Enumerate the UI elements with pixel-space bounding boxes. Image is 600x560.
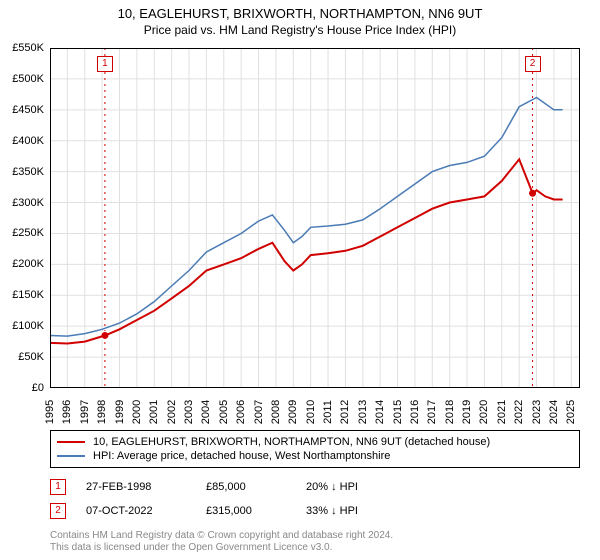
xtick-label: 2003 [183, 400, 195, 424]
event-marker-2: 2 [50, 503, 66, 519]
chart-marker-box-2: 2 [525, 56, 541, 72]
xtick-label: 2000 [131, 400, 143, 424]
ytick-label: £500K [12, 73, 44, 85]
xtick-label: 1999 [114, 400, 126, 424]
xtick-label: 2012 [339, 400, 351, 424]
footer-line-2: This data is licensed under the Open Gov… [50, 542, 580, 554]
event-diff-2: 33% ↓ HPI [306, 505, 358, 517]
xtick-label: 2025 [565, 400, 577, 424]
ytick-label: £250K [12, 227, 44, 239]
xtick-label: 2020 [478, 400, 490, 424]
event-marker-1: 1 [50, 479, 66, 495]
legend-label-hpi: HPI: Average price, detached house, West… [93, 450, 390, 462]
chart-plot-area: £0£50K£100K£150K£200K£250K£300K£350K£400… [50, 48, 580, 388]
footer-line-1: Contains HM Land Registry data © Crown c… [50, 530, 580, 542]
ytick-label: £150K [12, 289, 44, 301]
xtick-label: 2024 [548, 400, 560, 424]
ytick-label: £300K [12, 197, 44, 209]
xtick-label: 2019 [461, 400, 473, 424]
ytick-label: £100K [12, 320, 44, 332]
xtick-label: 2022 [513, 400, 525, 424]
chart-title: 10, EAGLEHURST, BRIXWORTH, NORTHAMPTON, … [0, 6, 600, 21]
chart-container: 10, EAGLEHURST, BRIXWORTH, NORTHAMPTON, … [0, 0, 600, 560]
xtick-label: 1997 [79, 400, 91, 424]
legend-entry-prop: 10, EAGLEHURST, BRIXWORTH, NORTHAMPTON, … [57, 435, 573, 449]
xtick-label: 2009 [287, 400, 299, 424]
ytick-label: £400K [12, 135, 44, 147]
event-row-2: 2 07-OCT-2022 £315,000 33% ↓ HPI [50, 499, 580, 523]
xtick-label: 2014 [374, 400, 386, 424]
event-date-2: 07-OCT-2022 [86, 505, 186, 517]
chart-subtitle: Price paid vs. HM Land Registry's House … [0, 23, 600, 37]
xtick-label: 2008 [270, 400, 282, 424]
chart-footer: Contains HM Land Registry data © Crown c… [50, 530, 580, 554]
ytick-label: £450K [12, 104, 44, 116]
event-price-1: £85,000 [206, 481, 286, 493]
event-price-2: £315,000 [206, 505, 286, 517]
xtick-label: 2010 [305, 400, 317, 424]
xtick-label: 2001 [148, 400, 160, 424]
event-date-1: 27-FEB-1998 [86, 481, 186, 493]
xtick-label: 2002 [166, 400, 178, 424]
chart-titles: 10, EAGLEHURST, BRIXWORTH, NORTHAMPTON, … [0, 0, 600, 37]
xtick-label: 2023 [531, 400, 543, 424]
xtick-label: 2013 [357, 400, 369, 424]
legend-swatch-hpi [57, 455, 85, 457]
xtick-label: 2005 [218, 400, 230, 424]
event-diff-1: 20% ↓ HPI [306, 481, 358, 493]
legend-entry-hpi: HPI: Average price, detached house, West… [57, 449, 573, 463]
xtick-label: 2016 [409, 400, 421, 424]
event-table: 1 27-FEB-1998 £85,000 20% ↓ HPI 2 07-OCT… [50, 475, 580, 523]
chart-legend: 10, EAGLEHURST, BRIXWORTH, NORTHAMPTON, … [50, 430, 580, 468]
ytick-label: £50K [18, 351, 44, 363]
ytick-label: £550K [12, 42, 44, 54]
chart-marker-box-1: 1 [97, 56, 113, 72]
ytick-label: £200K [12, 258, 44, 270]
xtick-label: 2018 [444, 400, 456, 424]
chart-svg [50, 48, 580, 388]
xtick-label: 2021 [496, 400, 508, 424]
xtick-label: 2007 [253, 400, 265, 424]
xtick-label: 1998 [96, 400, 108, 424]
event-row-1: 1 27-FEB-1998 £85,000 20% ↓ HPI [50, 475, 580, 499]
legend-label-prop: 10, EAGLEHURST, BRIXWORTH, NORTHAMPTON, … [93, 436, 490, 448]
ytick-label: £350K [12, 166, 44, 178]
xtick-label: 1995 [44, 400, 56, 424]
xtick-label: 2015 [392, 400, 404, 424]
xtick-label: 1996 [61, 400, 73, 424]
ytick-label: £0 [32, 382, 44, 394]
legend-swatch-prop [57, 441, 85, 443]
xtick-label: 2017 [426, 400, 438, 424]
xtick-label: 2011 [322, 400, 334, 424]
xtick-label: 2006 [235, 400, 247, 424]
xtick-label: 2004 [200, 400, 212, 424]
